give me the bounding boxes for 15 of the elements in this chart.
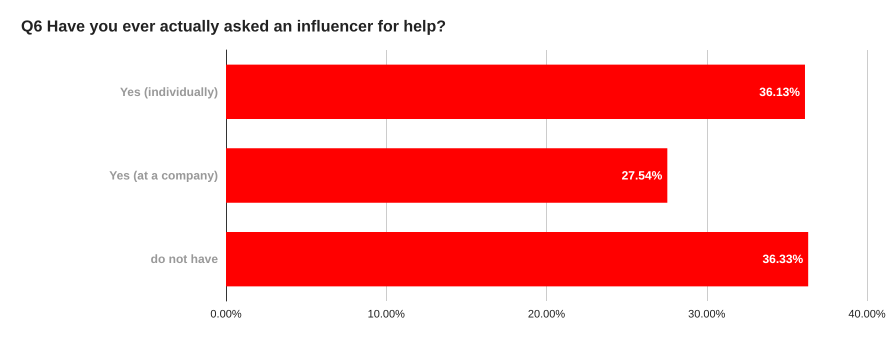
bar (226, 148, 668, 203)
x-tick-label: 30.00% (688, 308, 726, 320)
chart-title: Q6 Have you ever actually asked an influencer for help? (21, 18, 446, 36)
y-tick-label: Yes (individually) (120, 84, 218, 99)
bar (226, 232, 808, 286)
x-tick-label: 20.00% (528, 308, 566, 320)
y-tick-label: do not have (150, 252, 218, 266)
bar (226, 64, 805, 120)
x-tick-label: 40.00% (848, 308, 886, 320)
data-label: 27.54% (622, 168, 663, 182)
data-label: 36.13% (759, 84, 800, 99)
data-label: 36.33% (762, 252, 804, 266)
x-tick-label: 10.00% (368, 308, 406, 320)
y-tick-label: Yes (at a company) (109, 168, 218, 182)
x-tick-label: 0.00% (210, 308, 242, 320)
